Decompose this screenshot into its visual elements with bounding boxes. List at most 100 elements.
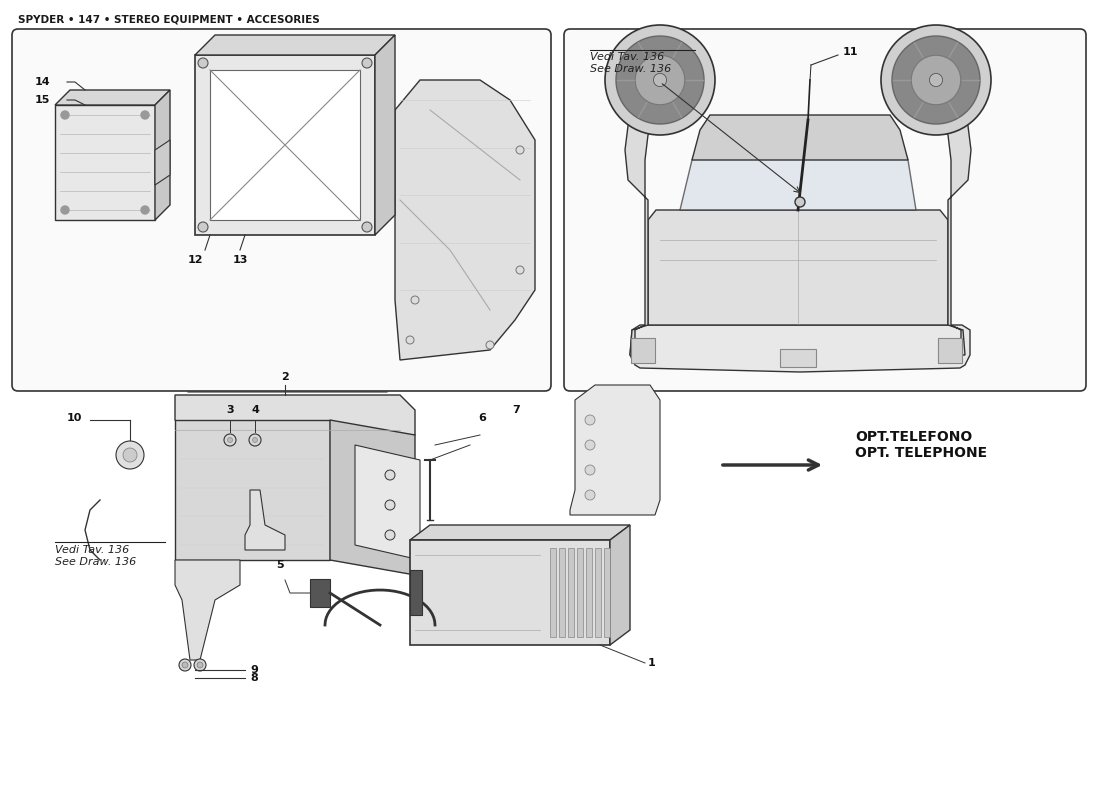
Circle shape: [228, 438, 232, 442]
Circle shape: [197, 662, 204, 668]
Circle shape: [892, 36, 980, 124]
Circle shape: [179, 659, 191, 671]
Text: 15: 15: [35, 95, 51, 105]
Polygon shape: [570, 385, 660, 515]
Circle shape: [795, 197, 805, 207]
Circle shape: [616, 36, 704, 124]
Polygon shape: [155, 140, 170, 185]
Circle shape: [224, 434, 236, 446]
Polygon shape: [155, 90, 170, 220]
Text: 5: 5: [276, 560, 284, 570]
Circle shape: [385, 500, 395, 510]
Text: 13: 13: [232, 255, 248, 265]
Circle shape: [385, 530, 395, 540]
Circle shape: [362, 222, 372, 232]
Polygon shape: [625, 80, 680, 355]
Polygon shape: [55, 105, 155, 220]
Circle shape: [585, 490, 595, 500]
Circle shape: [516, 266, 524, 274]
Text: 10: 10: [67, 413, 82, 423]
Circle shape: [585, 465, 595, 475]
Circle shape: [406, 336, 414, 344]
Circle shape: [516, 146, 524, 154]
Bar: [410, 540, 610, 645]
Text: Vedi Tav. 136
See Draw. 136: Vedi Tav. 136 See Draw. 136: [55, 545, 136, 566]
Polygon shape: [648, 210, 948, 325]
Polygon shape: [175, 395, 415, 435]
Polygon shape: [175, 420, 330, 560]
Polygon shape: [55, 90, 170, 105]
Circle shape: [123, 448, 138, 462]
Circle shape: [253, 438, 257, 442]
Text: eurospares: eurospares: [747, 207, 913, 233]
Text: 1: 1: [648, 658, 656, 668]
Circle shape: [605, 25, 715, 135]
Circle shape: [141, 111, 149, 119]
Bar: [604, 548, 611, 637]
Text: 7: 7: [512, 405, 519, 415]
Bar: [550, 548, 556, 637]
Circle shape: [930, 74, 943, 86]
FancyBboxPatch shape: [564, 29, 1086, 391]
Circle shape: [881, 25, 991, 135]
Circle shape: [182, 662, 188, 668]
Circle shape: [911, 55, 960, 105]
Text: 4: 4: [251, 405, 258, 415]
Bar: [568, 548, 574, 637]
Bar: [938, 338, 962, 363]
Bar: [578, 548, 583, 637]
Text: 2: 2: [282, 372, 289, 382]
Text: 9: 9: [250, 665, 257, 675]
Text: 14: 14: [35, 77, 51, 87]
Circle shape: [194, 659, 206, 671]
Circle shape: [385, 470, 395, 480]
Text: OPT. IMPIANTO HI FI
OPT. HI FI SYSTEM: OPT. IMPIANTO HI FI OPT. HI FI SYSTEM: [202, 405, 361, 435]
Polygon shape: [610, 525, 630, 645]
Text: 3: 3: [227, 405, 234, 415]
Circle shape: [116, 441, 144, 469]
Polygon shape: [175, 560, 240, 660]
Bar: [410, 570, 422, 615]
Polygon shape: [210, 70, 360, 220]
Circle shape: [362, 58, 372, 68]
Polygon shape: [692, 115, 907, 160]
Circle shape: [411, 296, 419, 304]
Polygon shape: [916, 80, 971, 355]
Bar: [586, 548, 592, 637]
Circle shape: [585, 415, 595, 425]
Text: SPYDER • 147 • STEREO EQUIPMENT • ACCESORIES: SPYDER • 147 • STEREO EQUIPMENT • ACCESO…: [18, 15, 320, 25]
Circle shape: [636, 55, 684, 105]
Polygon shape: [630, 325, 970, 372]
Polygon shape: [680, 140, 916, 210]
Bar: [631, 338, 654, 363]
Circle shape: [141, 206, 149, 214]
Text: 12: 12: [187, 255, 202, 265]
Polygon shape: [245, 490, 285, 550]
Text: eurospares: eurospares: [117, 212, 284, 238]
Bar: [595, 548, 601, 637]
Polygon shape: [195, 35, 395, 55]
Bar: [559, 548, 565, 637]
Text: 6: 6: [478, 413, 486, 423]
Circle shape: [249, 434, 261, 446]
Circle shape: [198, 222, 208, 232]
Polygon shape: [375, 35, 395, 235]
Text: eurospares: eurospares: [191, 498, 349, 522]
Text: OPT.TELEFONO
OPT. TELEPHONE: OPT.TELEFONO OPT. TELEPHONE: [855, 430, 987, 460]
Bar: [780, 349, 816, 367]
Circle shape: [585, 440, 595, 450]
Circle shape: [198, 58, 208, 68]
Polygon shape: [395, 80, 535, 360]
Text: 11: 11: [843, 47, 858, 57]
Circle shape: [60, 111, 69, 119]
FancyBboxPatch shape: [12, 29, 551, 391]
Polygon shape: [195, 55, 375, 235]
Circle shape: [653, 74, 667, 86]
Polygon shape: [330, 420, 415, 575]
Bar: [310, 579, 330, 607]
Circle shape: [486, 341, 494, 349]
Circle shape: [60, 206, 69, 214]
Text: 8: 8: [250, 673, 257, 683]
Polygon shape: [355, 445, 420, 560]
Polygon shape: [410, 525, 630, 540]
